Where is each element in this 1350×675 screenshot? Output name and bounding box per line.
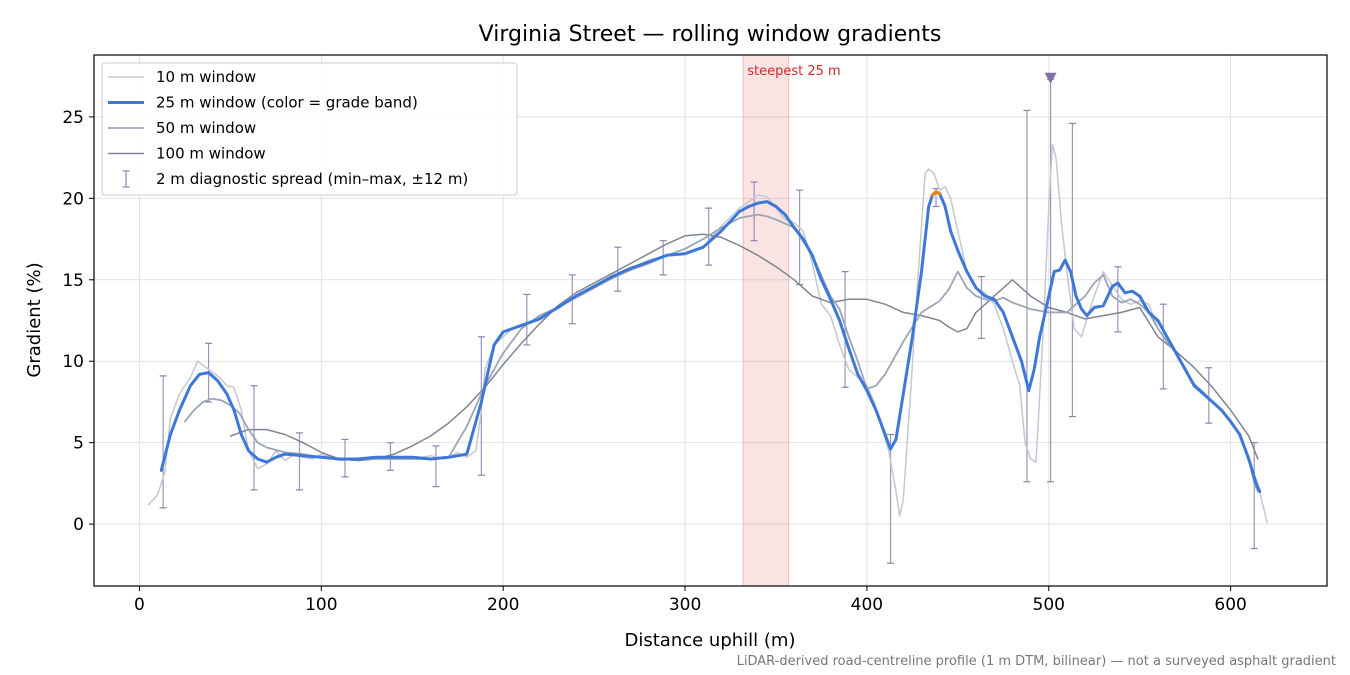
steepest-band-group: steepest 25 m [742,54,841,587]
legend-errorbar: 2 m diagnostic spread (min–max, ±12 m) [122,170,468,188]
steepest-band-label: steepest 25 m [747,64,840,79]
y-tick-label: 10 [62,352,84,372]
series-50m-line [184,213,1259,493]
series-25m-line [159,190,1262,493]
legend-label: 25 m window (color = grade band) [156,94,418,112]
x-tick-label: 600 [1214,595,1246,615]
errorbar [159,375,167,509]
x-tick-label: 100 [305,595,337,615]
plot-frame [93,54,1328,587]
y-axis-title: Gradient (%) [24,262,45,377]
errorbar [750,181,758,242]
chart-title: Virginia Street — rolling window gradien… [479,22,942,47]
legend-10m: 10 m window [108,68,256,86]
y-tick-label: 0 [73,515,84,535]
errorbar [1068,122,1076,418]
errorbar [887,433,895,564]
legend: 10 m window 25 m window (color = grade ba… [101,62,518,196]
x-tick-label: 500 [1033,595,1065,615]
series-group [147,143,1268,524]
legend-25m: 25 m window (color = grade band) [108,94,418,112]
series-100m-line [229,233,1259,462]
grid [94,55,1327,586]
y-tick-label: 25 [62,108,84,128]
errorbar [1205,367,1213,424]
errorbar [1023,109,1031,483]
footnote: LiDAR-derived road-centreline profile (1… [737,654,1336,669]
y-tick-label: 5 [73,434,84,454]
legend-label: 10 m window [156,68,256,86]
errorbar [432,445,440,488]
x-tick-label: 200 [487,595,519,615]
y-tick-label: 20 [62,189,84,209]
errorbar [296,432,303,491]
legend-100m: 100 m window [108,145,266,163]
marker-group [1044,72,1057,84]
legend-50m: 50 m window [108,119,256,137]
errorbar [1159,303,1167,390]
peak-marker [1044,72,1057,84]
y-tick-label: 15 [62,271,84,291]
errorbar [841,271,849,388]
x-tick-label: 0 [134,595,145,615]
errorbar [614,246,622,292]
x-axis-title: Distance uphill (m) [625,630,796,651]
legend-label: 100 m window [156,145,266,163]
axis-ticks: 0 100 200 300 400 500 600 0 5 10 15 20 25 [62,108,1246,615]
steepest-band [742,54,790,587]
x-tick-label: 300 [669,595,701,615]
legend-label: 50 m window [156,119,256,137]
errorbar [1250,442,1258,550]
legend-box [101,62,518,196]
series-10m-line [147,143,1268,524]
x-tick-label: 400 [851,595,883,615]
legend-label: 2 m diagnostic spread (min–max, ±12 m) [156,170,468,188]
series-25m-grade-band-segment [930,189,942,197]
